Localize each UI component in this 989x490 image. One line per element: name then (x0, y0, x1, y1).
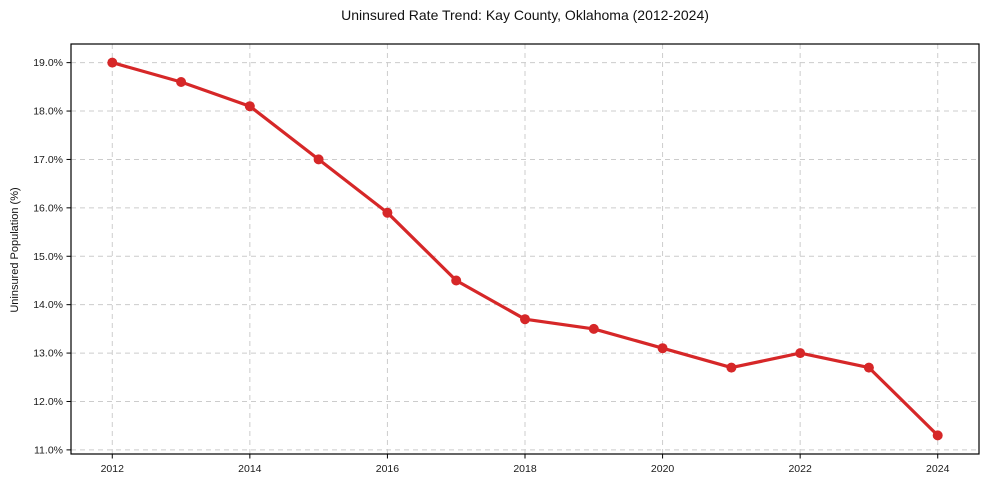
y-tick-label: 12.0% (33, 396, 63, 408)
data-point-marker (107, 57, 118, 68)
y-tick-label: 18.0% (33, 106, 63, 118)
x-tick-label: 2014 (238, 463, 262, 475)
y-tick-label: 17.0% (33, 154, 63, 166)
x-tick-label: 2022 (788, 463, 812, 475)
data-point-marker (863, 362, 874, 373)
data-point-marker (588, 323, 599, 334)
data-point-marker (932, 430, 943, 441)
y-tick-label: 16.0% (33, 202, 63, 214)
x-tick-label: 2012 (101, 463, 125, 475)
x-tick-label: 2020 (651, 463, 675, 475)
y-tick-label: 13.0% (33, 348, 63, 360)
y-tick-label: 19.0% (33, 57, 63, 69)
data-point-marker (244, 101, 255, 112)
x-tick-label: 2018 (513, 463, 537, 475)
y-tick-label: 15.0% (33, 251, 63, 263)
data-point-marker (795, 348, 806, 359)
data-point-marker (382, 207, 393, 218)
y-tick-label: 14.0% (33, 299, 63, 311)
data-point-marker (451, 275, 462, 286)
data-point-marker (726, 362, 737, 373)
x-tick-label: 2024 (926, 463, 950, 475)
x-tick-label: 2016 (376, 463, 400, 475)
data-point-marker (520, 314, 530, 325)
data-point-marker (313, 154, 324, 165)
y-tick-label: 11.0% (34, 444, 63, 456)
data-point-marker (176, 77, 187, 87)
data-point-marker (657, 343, 668, 354)
plot-border (70, 43, 980, 455)
y-axis-label: Uninsured Population (%) (9, 187, 21, 313)
chart-title: Uninsured Rate Trend: Kay County, Oklaho… (341, 7, 709, 23)
